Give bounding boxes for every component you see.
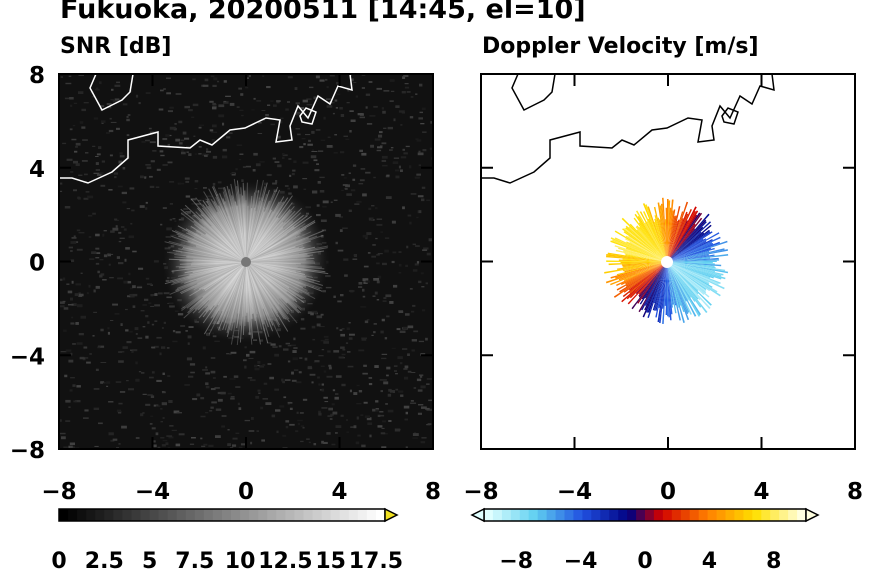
x-tick-label: 0 [660,479,676,505]
y-tick-label: 0 [29,251,45,277]
x-tick-label: 0 [238,479,254,505]
y-tick-label: 8 [29,63,45,89]
radar-site-marker [241,257,251,267]
radar-site-marker [661,256,673,268]
colorbar-tick-label: 8 [766,549,781,570]
colorbar-tick-label: 17.5 [349,549,403,570]
x-tick-label: −8 [41,479,76,505]
y-tick-label: 4 [29,157,45,183]
snr-echo [162,178,330,346]
colorbar-tick-label: 15 [315,549,346,570]
x-tick-label: 8 [425,479,441,505]
snr-panel: −8 −4 0 4 8 8 4 0 −4 −8 [10,63,441,505]
x-tick-label: −4 [135,479,170,505]
y-tick-label: −4 [10,344,45,370]
doppler-panel: −8 −4 0 4 8 [463,73,863,505]
colorbar-tick-label: 4 [702,549,717,570]
colorbar-tick-label: 10 [225,549,256,570]
y-tick-label: −8 [10,438,45,464]
snr-colorbar: 0 2.5 5 7.5 10 12.5 15 17.5 [51,507,403,570]
x-tick-label: 8 [847,479,863,505]
doppler-echo [604,197,729,324]
colorbar-tick-label: −4 [564,549,598,570]
snr-panel-title: SNR [dB] [60,34,172,59]
doppler-axes: −8 −4 0 4 8 [463,73,863,505]
doppler-coastline [481,74,775,184]
snr-coastline [59,74,353,184]
colorbar-tick-label: 0 [637,549,652,570]
snr-axes: −8 −4 0 4 8 8 4 0 −4 −8 [10,63,441,505]
x-tick-label: 4 [331,479,347,505]
x-tick-label: 4 [753,479,769,505]
doppler-colorbar: −8 −4 0 4 8 [470,507,820,570]
colorbar-tick-label: 5 [142,549,157,570]
colorbar-tick-label: 7.5 [175,549,214,570]
colorbar-tick-label: −8 [499,549,533,570]
x-tick-label: −8 [463,479,498,505]
doppler-panel-title: Doppler Velocity [m/s] [482,34,759,59]
figure-title: Fukuoka, 20200511 [14:45, el=10] [60,0,586,25]
colorbar-tick-label: 2.5 [85,549,124,570]
colorbar-tick-label: 12.5 [258,549,312,570]
colorbar-tick-label: 0 [51,549,66,570]
x-tick-label: −4 [557,479,592,505]
